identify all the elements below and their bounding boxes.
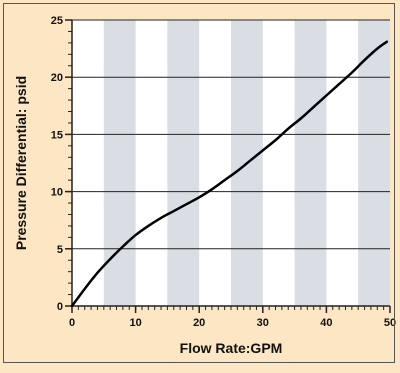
y-tick-label: 10 bbox=[51, 187, 63, 199]
y-tick-label: 20 bbox=[51, 72, 63, 84]
x-tick-label: 40 bbox=[320, 317, 332, 329]
grid-band bbox=[358, 20, 390, 306]
grid-band bbox=[294, 20, 327, 306]
x-tick-label: 20 bbox=[193, 317, 205, 329]
x-tick-label: 30 bbox=[257, 317, 269, 329]
x-tick-label: 10 bbox=[129, 317, 141, 329]
x-tick-label: 50 bbox=[384, 317, 396, 329]
chart-frame bbox=[3, 3, 395, 363]
series-line bbox=[70, 40, 389, 308]
grid-band bbox=[167, 20, 200, 306]
y-axis-label: Pressure Differential: psid bbox=[13, 76, 29, 250]
y-tick-label: 5 bbox=[57, 244, 63, 256]
x-axis-label: Flow Rate:GPM bbox=[180, 340, 283, 356]
y-tick-label: 25 bbox=[51, 15, 63, 27]
y-tick-label: 15 bbox=[51, 129, 63, 141]
y-tick-label: 0 bbox=[57, 301, 63, 313]
grid-band bbox=[103, 20, 136, 306]
x-tick-label: 0 bbox=[69, 317, 75, 329]
